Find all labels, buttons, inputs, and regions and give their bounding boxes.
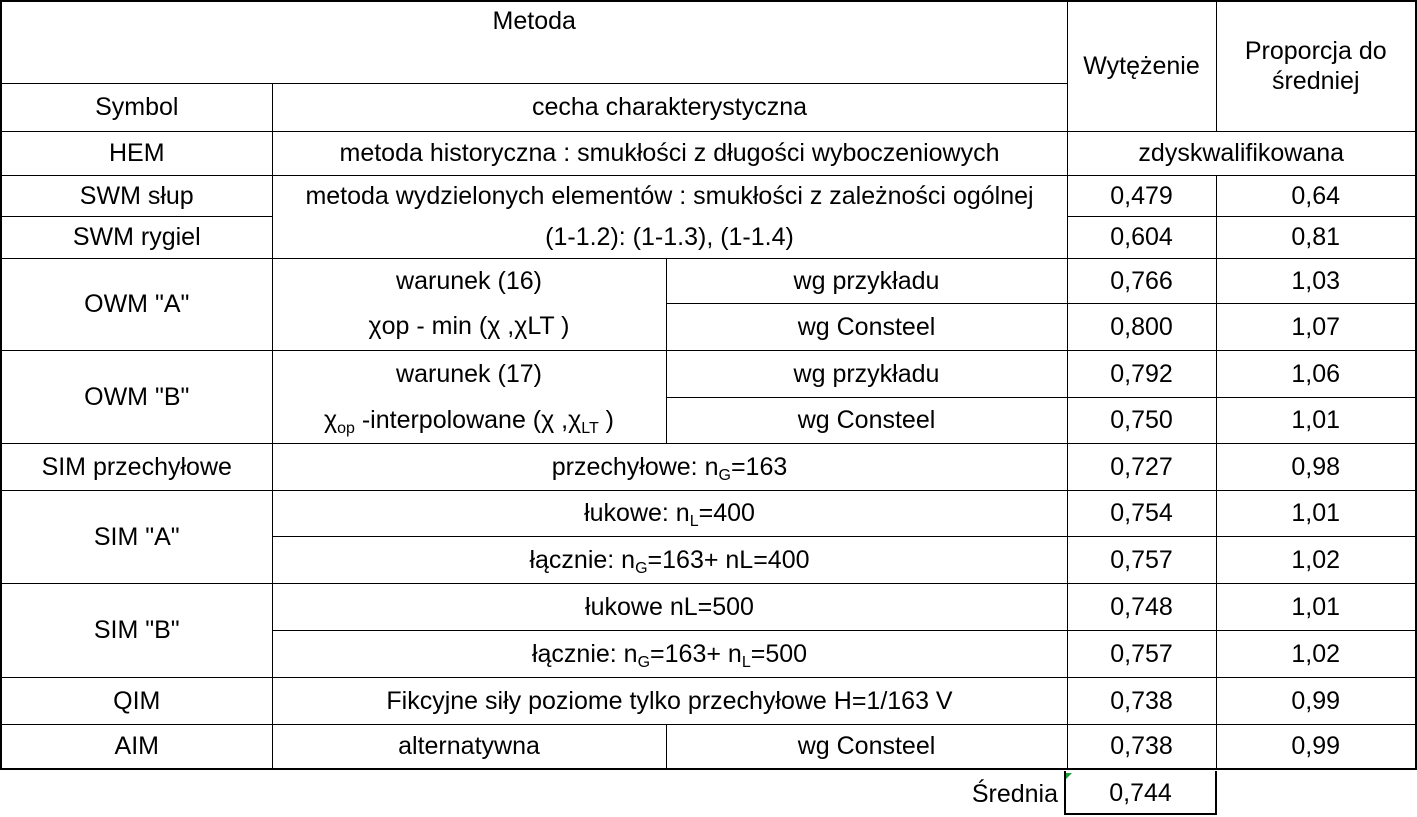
desc-swm: metoda wydzielonych elementów : smukłośc… [271, 174, 1068, 259]
wytezenie-owm-a-1: 0,766 [1066, 257, 1217, 304]
desc-sim-p: przechyłowe: nG=163 [271, 442, 1068, 491]
symbol-aim: AIM [0, 723, 273, 770]
desc-sim-p-pre: przechyłowe: n [551, 452, 719, 481]
proporcja-sim-a-1: 1,01 [1215, 489, 1417, 537]
chi-owm-a: χop - min (χ ,χLT ) [271, 303, 667, 351]
chi-owm-b-end: ) [598, 405, 615, 434]
header-proporcja: Proporcja do średniej [1215, 0, 1417, 132]
wytezenie-aim: 0,738 [1066, 723, 1217, 770]
proporcja-swm-slup: 0,64 [1215, 174, 1417, 217]
symbol-sim-p: SIM przechyłowe [0, 442, 273, 491]
proporcja-sim-b-1: 1,01 [1215, 582, 1417, 631]
proporcja-aim: 0,99 [1215, 723, 1417, 770]
wytezenie-owm-b-2: 0,750 [1066, 396, 1217, 444]
warunek-owm-b: warunek (17) [271, 349, 667, 397]
chi-owm-b: χop -interpolowane (χ ,χLT ) [271, 397, 667, 444]
wytezenie-sim-a-2: 0,757 [1066, 535, 1217, 584]
symbol-owm-b: OWM "B" [0, 349, 273, 444]
desc-sim-a-2-pre: łącznie: n [529, 545, 636, 574]
desc-sim-b-2-post: =500 [750, 639, 808, 668]
proporcja-sim-a-2: 1,02 [1215, 535, 1417, 584]
symbol-sim-b: SIM "B" [0, 582, 273, 678]
desc-qim: Fikcyjne siły poziome tylko przechyłowe … [271, 676, 1068, 725]
desc-sim-p-post: =163 [730, 452, 788, 481]
proporcja-owm-b-1: 1,06 [1215, 349, 1417, 398]
wytezenie-sim-a-1: 0,754 [1066, 489, 1217, 537]
desc-sim-b-2-mid: =163+ n [650, 639, 742, 668]
desc-sim-b-2-pre: łącznie: n [531, 639, 638, 668]
proporcja-owm-b-2: 1,01 [1215, 396, 1417, 444]
average-value: 0,744 [1064, 771, 1217, 815]
symbol-qim: QIM [0, 676, 273, 725]
variant-owm-a-2: wg Consteel [665, 302, 1068, 351]
symbol-sim-a: SIM "A" [0, 489, 273, 584]
proporcja-sim-b-2: 1,02 [1215, 629, 1417, 678]
symbol-swm-rygiel: SWM rygiel [0, 215, 273, 259]
desc-sim-a-2-sub: G [635, 559, 648, 577]
desc-sim-a-1: łukowe: nL=400 [271, 489, 1068, 537]
wytezenie-swm-rygiel: 0,604 [1066, 215, 1217, 259]
header-wytezenie: Wytężenie [1066, 0, 1217, 132]
chi-owm-b-sub: op [337, 419, 355, 437]
proporcja-sim-p: 0,98 [1215, 442, 1417, 491]
header-symbol: Symbol [0, 82, 273, 132]
desc-sim-b-1: łukowe nL=500 [271, 582, 1068, 631]
symbol-owm-a: OWM "A" [0, 257, 273, 351]
wytezenie-sim-b-2: 0,757 [1066, 629, 1217, 678]
desc-hem: metoda historyczna : smukłości z długośc… [271, 130, 1068, 176]
wytezenie-sim-p: 0,727 [1066, 442, 1217, 491]
wytezenie-owm-b-1: 0,792 [1066, 349, 1217, 398]
desc-aim: alternatywna [271, 723, 667, 770]
proporcja-owm-a-2: 1,07 [1215, 302, 1417, 351]
proporcja-qim: 0,99 [1215, 676, 1417, 725]
symbol-swm-slup: SWM słup [0, 174, 273, 217]
desc-sim-a-1-post: =400 [698, 499, 755, 527]
result-hem: zdyskwalifikowana [1066, 130, 1417, 176]
header-cecha: cecha charakterystyczna [271, 82, 1068, 132]
desc-sim-a-2-post: =163+ nL=400 [647, 545, 810, 574]
desc-sim-b-2-sub: G [637, 653, 651, 671]
warunek-owm-a: warunek (16) [271, 257, 667, 303]
desc-sim-b-2: łącznie: nG=163+ nL=500 [271, 629, 1068, 678]
variant-owm-a-1: wg przykładu [665, 257, 1068, 304]
header-metoda: Metoda [0, 0, 1068, 84]
chi-owm-b-lt: LT [581, 419, 599, 437]
wytezenie-qim: 0,738 [1066, 676, 1217, 725]
average-label: Średnia [971, 780, 1058, 808]
variant-owm-b-2: wg Consteel [665, 396, 1068, 444]
chi-owm-b-rest: -interpolowane (χ ,χ [354, 405, 582, 434]
proporcja-owm-a-1: 1,03 [1215, 257, 1417, 304]
cell-comment-marker-icon [1066, 773, 1072, 779]
wytezenie-sim-b-1: 0,748 [1066, 582, 1217, 631]
symbol-hem: HEM [0, 130, 273, 176]
wytezenie-swm-slup: 0,479 [1066, 174, 1217, 217]
variant-owm-b-1: wg przykładu [665, 349, 1068, 398]
desc-sim-p-sub: G [718, 466, 731, 484]
desc-sim-a-2: łącznie: nG=163+ nL=400 [271, 535, 1068, 584]
proporcja-swm-rygiel: 0,81 [1215, 215, 1417, 259]
variant-aim: wg Consteel [665, 723, 1068, 770]
chi-owm-b-symbol: χ [323, 405, 338, 434]
desc-sim-b-2-sub2: L [741, 653, 751, 671]
desc-sim-a-1-pre: łukowe: n [584, 499, 690, 527]
desc-sim-a-1-sub: L [689, 513, 699, 530]
results-table: Metoda Wytężenie Proporcja do średniej S… [0, 0, 1417, 770]
wytezenie-owm-a-2: 0,800 [1066, 302, 1217, 351]
